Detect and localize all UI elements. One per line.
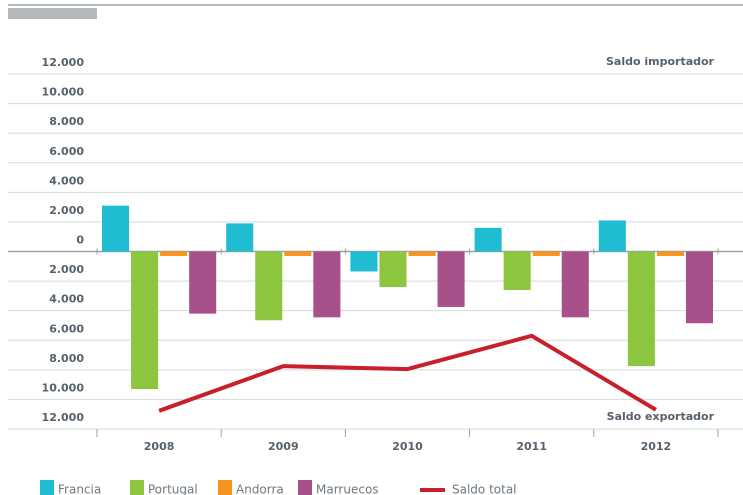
bar <box>160 251 188 256</box>
x-tick-label: 2009 <box>268 440 299 453</box>
legend-label: Marruecos <box>316 483 379 495</box>
y-tick-label: 2.000 <box>49 263 84 276</box>
y-tick-label: 4.000 <box>49 174 84 187</box>
legend-swatch <box>40 480 54 495</box>
y-tick-label: 12.000 <box>42 411 85 424</box>
y-tick-label: 6.000 <box>49 322 84 335</box>
bar <box>532 251 560 256</box>
x-tick-label: 2010 <box>392 440 423 453</box>
legend-label: Andorra <box>236 483 284 495</box>
annotation: Saldo importador <box>606 55 715 68</box>
bar <box>627 251 655 367</box>
bar <box>284 251 312 256</box>
legend-swatch <box>218 480 232 495</box>
legend-label: Saldo total <box>452 483 517 495</box>
bar <box>598 220 626 252</box>
bar <box>313 251 341 318</box>
bar <box>379 251 407 287</box>
y-tick-label: 12.000 <box>42 56 85 69</box>
bar <box>102 205 130 252</box>
y-tick-label: 10.000 <box>42 381 85 394</box>
bar <box>656 251 684 256</box>
legend-label: Portugal <box>148 483 198 495</box>
x-tick-label: 2008 <box>144 440 175 453</box>
header-tab <box>8 8 97 19</box>
legend-swatch <box>298 480 312 495</box>
x-tick-label: 2011 <box>516 440 547 453</box>
y-tick-label: 4.000 <box>49 293 84 306</box>
bar <box>255 251 283 321</box>
bar <box>131 251 159 390</box>
line-series <box>158 333 657 413</box>
y-tick-label: 0 <box>76 234 84 247</box>
bar <box>474 227 502 252</box>
bar <box>437 251 465 307</box>
bar <box>561 251 589 318</box>
y-tick-label: 6.000 <box>49 145 84 158</box>
y-tick-label: 10.000 <box>42 86 85 99</box>
annotation: Saldo exportador <box>607 410 715 423</box>
bar <box>350 251 378 272</box>
bar <box>503 251 531 290</box>
bar <box>685 251 713 324</box>
bar <box>226 223 254 252</box>
bar <box>189 251 217 314</box>
legend-swatch <box>130 480 144 495</box>
y-tick-label: 2.000 <box>49 204 84 217</box>
bar <box>408 251 436 256</box>
y-tick-label: 8.000 <box>49 352 84 365</box>
legend-label: Francia <box>58 483 101 495</box>
y-tick-label: 8.000 <box>49 115 84 128</box>
x-tick-label: 2012 <box>641 440 672 453</box>
